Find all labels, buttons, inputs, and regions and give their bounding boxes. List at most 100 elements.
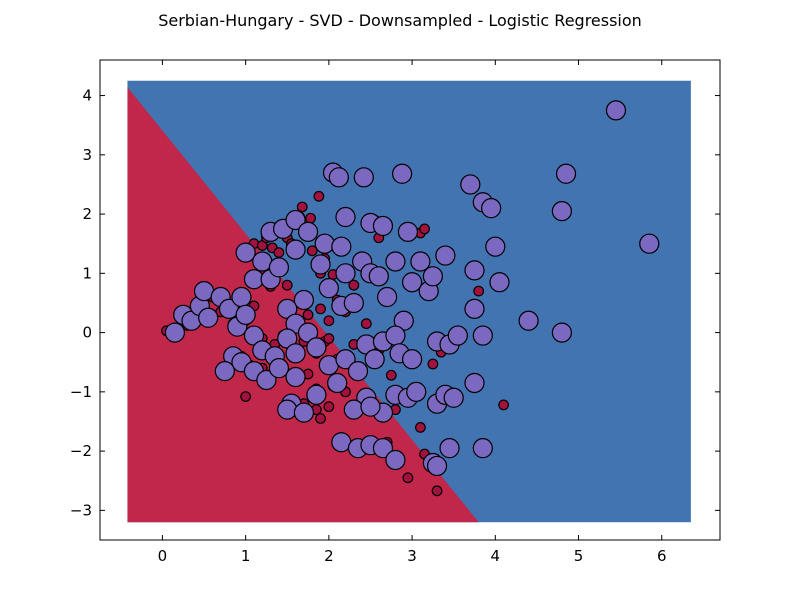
point-serbian (348, 279, 360, 291)
y-tick-label: 4 (82, 87, 92, 105)
point-hungary (285, 366, 306, 388)
point-serbian (323, 401, 335, 413)
point-hungary (198, 307, 219, 328)
y-tick-label: 1 (82, 264, 92, 282)
point-hungary (485, 236, 506, 257)
point-hungary (385, 325, 406, 346)
point-hungary (293, 289, 314, 311)
point-hungary (297, 221, 319, 242)
point-hungary (335, 349, 356, 370)
point-hungary (331, 236, 352, 257)
point-hungary (306, 384, 327, 405)
point-hungary (353, 167, 374, 188)
point-hungary (401, 272, 423, 293)
point-hungary (285, 343, 306, 364)
point-hungary (447, 325, 468, 346)
point-serbian (296, 201, 308, 213)
point-hungary (335, 263, 356, 284)
point-hungary (360, 396, 381, 417)
point-hungary (472, 325, 493, 346)
point-serbian (473, 285, 485, 297)
point-serbian (323, 333, 335, 344)
point-hungary (347, 361, 369, 382)
point-serbian (427, 358, 439, 370)
point-serbian (315, 413, 326, 424)
point-hungary (391, 163, 413, 184)
point-serbian (498, 399, 510, 411)
point-hungary (551, 201, 572, 222)
point-hungary (293, 402, 314, 423)
point-hungary (256, 369, 277, 391)
plot-frame (99, 59, 721, 541)
point-hungary (555, 163, 577, 184)
point-hungary (318, 278, 339, 299)
point-hungary (368, 266, 389, 287)
y-tick-label: 3 (82, 146, 92, 164)
y-tick-label: 2 (82, 205, 92, 223)
point-hungary (328, 167, 349, 188)
point-hungary (481, 198, 502, 219)
y-axis-ticks: −3 −2 −1 0 1 2 3 4 (70, 87, 720, 519)
x-tick-label: 3 (407, 547, 417, 565)
x-tick-label: 4 (491, 547, 501, 565)
point-hungary (164, 322, 185, 343)
y-tick-label: −3 (70, 501, 92, 519)
point-serbian (313, 190, 325, 202)
point-serbian (306, 245, 318, 257)
point-hungary (268, 257, 290, 278)
x-axis-ticks: 0 1 2 3 4 5 6 (158, 60, 667, 565)
point-hungary (285, 239, 306, 260)
point-hungary (551, 322, 572, 343)
point-serbian (302, 309, 314, 321)
point-hungary (235, 304, 256, 325)
point-hungary (385, 449, 406, 471)
point-hungary (464, 260, 485, 281)
point-hungary (372, 215, 394, 237)
x-tick-label: 6 (657, 547, 667, 565)
point-serbian (315, 303, 326, 315)
point-serbian (431, 485, 443, 497)
point-hungary (422, 266, 443, 287)
point-hungary (518, 310, 539, 331)
point-serbian (415, 422, 426, 433)
point-hungary (401, 349, 423, 370)
point-hungary (489, 272, 510, 293)
point-hungary (439, 438, 460, 459)
data-points (161, 100, 660, 497)
point-hungary (343, 399, 364, 420)
y-tick-label: −1 (70, 383, 92, 401)
point-hungary (343, 292, 364, 314)
point-hungary (426, 455, 448, 477)
point-hungary (460, 174, 481, 195)
point-serbian (419, 223, 430, 235)
point-hungary (268, 358, 290, 379)
point-hungary (397, 221, 419, 242)
point-hungary (277, 399, 298, 420)
point-hungary (231, 286, 252, 308)
x-tick-label: 1 (241, 547, 251, 565)
point-hungary (364, 349, 385, 370)
point-hungary (406, 381, 427, 402)
point-serbian (240, 391, 252, 402)
point-hungary (410, 251, 431, 272)
x-tick-label: 5 (574, 547, 584, 565)
point-hungary (443, 387, 464, 408)
point-hungary (235, 242, 256, 263)
x-tick-label: 2 (324, 547, 334, 565)
point-hungary (464, 372, 485, 394)
chart-title: Serbian-Hungary - SVD - Downsampled - Lo… (158, 11, 642, 30)
point-hungary (377, 286, 398, 308)
point-hungary (605, 100, 627, 121)
point-hungary (306, 337, 327, 358)
point-hungary (464, 298, 485, 319)
point-serbian (273, 247, 285, 258)
point-hungary (472, 438, 493, 459)
point-hungary (285, 209, 306, 231)
point-hungary (335, 206, 356, 228)
point-hungary (372, 438, 394, 459)
point-hungary (314, 233, 335, 254)
point-hungary (310, 254, 331, 275)
point-serbian (360, 318, 372, 330)
point-serbian (305, 212, 316, 224)
